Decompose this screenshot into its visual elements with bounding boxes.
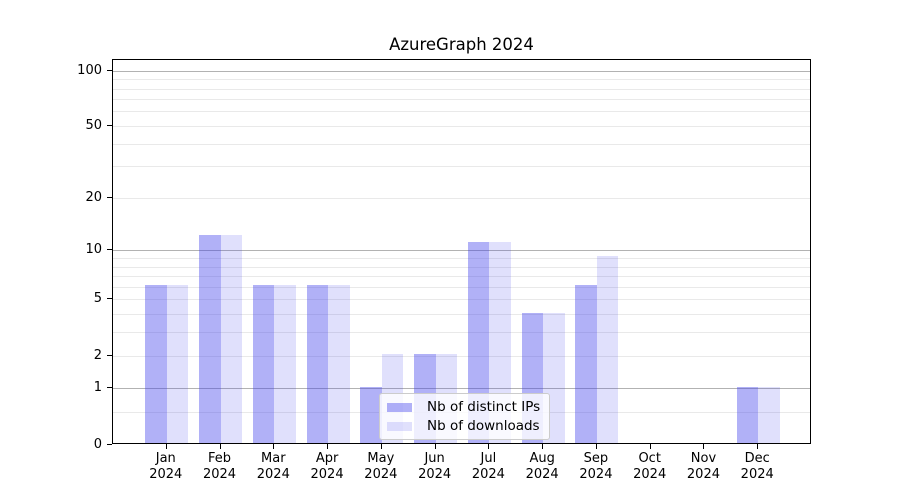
x-tick-label: Jan 2024 <box>149 451 183 482</box>
bar-distinct-ips-jul <box>467 241 490 443</box>
x-tick-label: Jun 2024 <box>418 451 452 482</box>
bar-downloads-dec <box>758 386 780 443</box>
y-tick-label: 1 <box>93 380 102 396</box>
y-tick-label: 10 <box>85 242 102 258</box>
x-tick-mark <box>219 444 221 449</box>
x-tick-label: Apr 2024 <box>310 451 344 482</box>
legend-label-distinct-ips: Nb of distinct IPs <box>427 399 541 415</box>
bar-distinct-ips-jan <box>145 285 167 443</box>
y-tick-label: 100 <box>77 62 102 78</box>
gridline-major <box>113 250 810 252</box>
gridline-minor <box>113 299 810 301</box>
bar-downloads-jul <box>489 241 511 443</box>
x-tick-mark <box>434 444 436 449</box>
legend: Nb of distinct IPs Nb of downloads <box>379 393 551 440</box>
y-tick-mark <box>107 196 112 198</box>
gridline-minor <box>113 286 810 288</box>
x-tick-label: Feb 2024 <box>202 451 237 482</box>
x-tick-mark <box>165 444 167 449</box>
legend-item-distinct-ips: Nb of distinct IPs <box>387 399 540 415</box>
x-tick-label: Jul 2024 <box>471 451 505 482</box>
x-tick-mark <box>327 444 329 449</box>
x-tick-mark <box>703 444 705 449</box>
x-tick-mark <box>757 444 759 449</box>
y-tick-mark <box>107 124 112 126</box>
gridline-minor <box>113 355 810 357</box>
x-tick-label: Mar 2024 <box>256 451 290 482</box>
gridline-minor <box>113 332 810 334</box>
x-tick-label: Oct 2024 <box>633 451 667 482</box>
plot-area <box>112 59 811 444</box>
gridline-minor <box>113 143 810 145</box>
gridline-minor <box>113 314 810 316</box>
bar-distinct-ips-apr <box>306 285 329 443</box>
gridline-minor <box>113 99 810 101</box>
y-tick-mark <box>107 354 112 356</box>
bar-distinct-ips-feb <box>199 235 221 443</box>
bar-distinct-ips-dec <box>736 386 759 443</box>
legend-swatch-distinct-ips <box>387 402 412 412</box>
y-tick-label: 20 <box>85 189 102 205</box>
x-tick-label: Dec 2024 <box>740 451 774 482</box>
bar-downloads-apr <box>328 285 350 443</box>
legend-item-downloads: Nb of downloads <box>387 418 540 434</box>
gridline-minor <box>113 197 810 199</box>
y-tick-mark <box>107 249 112 251</box>
gridline-minor <box>113 257 810 259</box>
y-tick-mark <box>107 298 112 300</box>
gridline-major <box>113 388 810 390</box>
legend-swatch-downloads <box>387 421 412 431</box>
gridline-minor <box>113 166 810 168</box>
gridline-major <box>113 70 810 72</box>
x-tick-mark <box>542 444 544 449</box>
y-tick-mark <box>107 69 112 71</box>
x-tick-label: Aug 2024 <box>525 451 559 482</box>
x-tick-label: Sep 2024 <box>579 451 613 482</box>
x-tick-mark <box>649 444 651 449</box>
x-tick-mark <box>273 444 275 449</box>
y-tick-label: 2 <box>93 347 102 363</box>
gridline-minor <box>113 276 810 278</box>
y-tick-label: 5 <box>93 291 102 307</box>
bar-downloads-mar <box>274 285 296 443</box>
gridline-minor <box>113 125 810 127</box>
gridline-minor <box>113 266 810 268</box>
y-tick-label: 50 <box>85 117 102 133</box>
y-tick-mark <box>107 387 112 389</box>
bar-downloads-feb <box>220 235 243 443</box>
bar-downloads-sep <box>596 256 619 443</box>
x-tick-mark <box>488 444 490 449</box>
bar-downloads-jan <box>166 285 189 443</box>
chart-title: AzureGraph 2024 <box>389 35 534 54</box>
gridline-minor <box>113 111 810 113</box>
legend-label-downloads: Nb of downloads <box>427 418 540 434</box>
gridline-minor <box>113 79 810 81</box>
x-tick-label: May 2024 <box>364 451 398 482</box>
y-tick-mark <box>107 443 112 445</box>
x-tick-label: Nov 2024 <box>686 451 720 482</box>
bar-distinct-ips-mar <box>252 285 275 443</box>
bar-distinct-ips-may <box>360 386 382 443</box>
y-tick-label: 0 <box>93 436 102 452</box>
gridline-minor <box>113 88 810 90</box>
x-tick-mark <box>380 444 382 449</box>
bar-distinct-ips-sep <box>575 285 597 443</box>
x-tick-mark <box>595 444 597 449</box>
